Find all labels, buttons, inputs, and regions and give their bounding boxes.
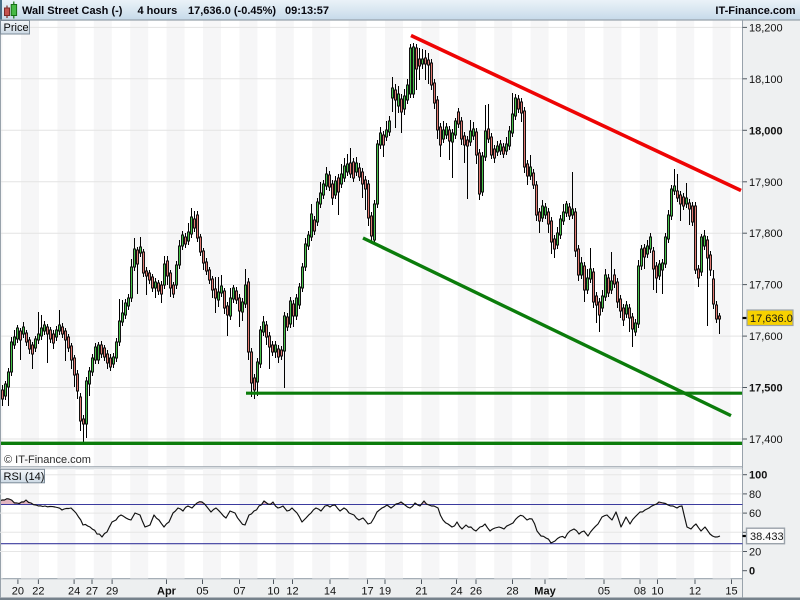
svg-text:20: 20 <box>12 586 24 598</box>
svg-text:12: 12 <box>286 586 298 598</box>
svg-text:22: 22 <box>32 586 44 598</box>
svg-text:May: May <box>534 586 556 598</box>
svg-text:0: 0 <box>749 566 755 578</box>
svg-text:10: 10 <box>651 586 663 598</box>
svg-text:17,500: 17,500 <box>749 383 783 395</box>
svg-text:21: 21 <box>415 586 427 598</box>
svg-text:IT-Finance.com: IT-Finance.com <box>715 5 795 17</box>
svg-text:17: 17 <box>361 586 373 598</box>
svg-text:17,700: 17,700 <box>749 280 783 292</box>
svg-text:24: 24 <box>68 586 80 598</box>
svg-text:17,636.0: 17,636.0 <box>750 313 793 325</box>
svg-text:20: 20 <box>749 547 761 559</box>
svg-text:60: 60 <box>749 508 761 520</box>
svg-text:08: 08 <box>634 586 646 598</box>
svg-text:Price: Price <box>4 22 29 34</box>
svg-text:26: 26 <box>470 586 482 598</box>
svg-text:© IT-Finance.com: © IT-Finance.com <box>4 454 91 466</box>
svg-text:18,000: 18,000 <box>749 125 783 137</box>
svg-text:12: 12 <box>689 586 701 598</box>
svg-text:18,100: 18,100 <box>749 74 783 86</box>
svg-text:10: 10 <box>267 586 279 598</box>
svg-text:05: 05 <box>598 586 610 598</box>
svg-text:18,200: 18,200 <box>749 22 783 34</box>
svg-text:15: 15 <box>725 586 737 598</box>
svg-text:38.433: 38.433 <box>750 531 784 543</box>
svg-text:4 hours: 4 hours <box>138 5 178 17</box>
svg-text:14: 14 <box>324 586 336 598</box>
svg-text:RSI (14): RSI (14) <box>4 471 45 483</box>
svg-text:27: 27 <box>86 586 98 598</box>
svg-text:17,600: 17,600 <box>749 331 783 343</box>
svg-text:17,800: 17,800 <box>749 228 783 240</box>
svg-text:05: 05 <box>196 586 208 598</box>
svg-text:Wall Street Cash (-): Wall Street Cash (-) <box>22 5 123 17</box>
svg-text:17,636.0 (-0.45%): 17,636.0 (-0.45%) <box>188 5 276 17</box>
svg-text:28: 28 <box>506 586 518 598</box>
svg-text:100: 100 <box>749 470 767 482</box>
svg-text:09:13:57: 09:13:57 <box>285 5 329 17</box>
svg-text:29: 29 <box>106 586 118 598</box>
svg-text:Apr: Apr <box>157 586 177 598</box>
svg-text:80: 80 <box>749 489 761 501</box>
svg-text:24: 24 <box>450 586 462 598</box>
svg-text:19: 19 <box>379 586 391 598</box>
svg-text:17,400: 17,400 <box>749 434 783 446</box>
svg-text:07: 07 <box>233 586 245 598</box>
svg-text:17,900: 17,900 <box>749 177 783 189</box>
